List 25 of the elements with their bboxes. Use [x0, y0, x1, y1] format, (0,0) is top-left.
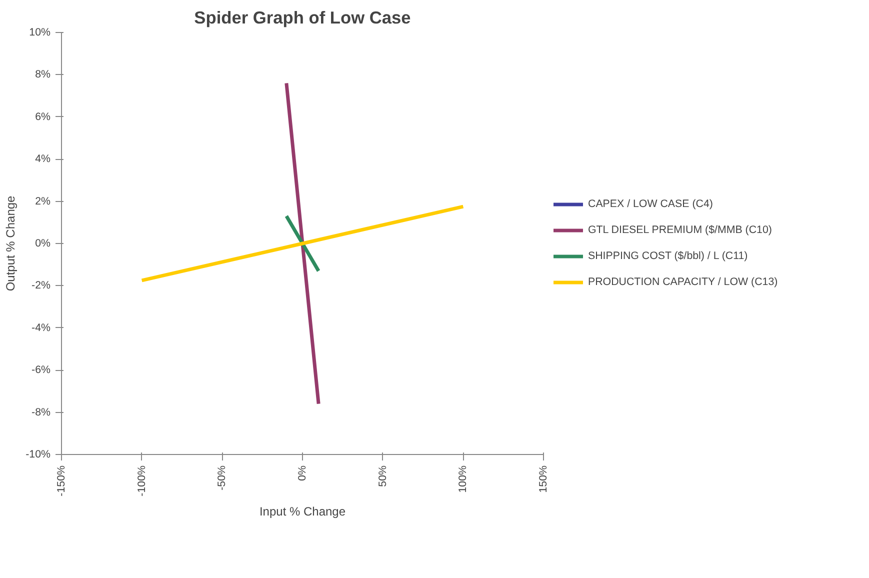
y-tick-label: -8%	[32, 406, 52, 418]
x-tick-label: 100%	[457, 464, 470, 493]
y-tick-label: 10%	[29, 26, 52, 38]
x-tick-label: 50%	[376, 464, 389, 487]
y-tick-label: -2%	[32, 280, 52, 292]
y-tick-label: 2%	[35, 195, 52, 208]
x-tick-label: 150%	[538, 464, 550, 493]
x-tick-label: -50%	[216, 464, 228, 490]
legend-label: SHIPPING COST ($/bbl) / L (C11)	[588, 250, 748, 262]
y-tick-label: -6%	[32, 364, 52, 376]
x-tick-label: -150%	[56, 464, 68, 496]
legend-label: PRODUCTION CAPACITY / LOW (C13)	[588, 276, 778, 288]
legend-label: GTL DIESEL PREMIUM ($/MMB (C10)	[588, 224, 772, 236]
y-tick-label: 8%	[35, 68, 52, 81]
y-tick-label: 6%	[35, 110, 52, 123]
chart-title: Spider Graph of Low Case	[194, 8, 412, 28]
y-tick-label: -4%	[32, 322, 52, 334]
y-tick-label: 0%	[35, 238, 52, 250]
x-tick-label: -100%	[136, 464, 148, 496]
legend-label: CAPEX / LOW CASE (C4)	[588, 198, 713, 210]
y-axis-title: Output % Change	[4, 195, 18, 292]
y-tick-label: 4%	[35, 153, 52, 166]
x-axis-title: Input % Change	[259, 504, 346, 518]
x-tick-label: 0%	[296, 464, 308, 481]
y-tick-label: -10%	[26, 448, 52, 460]
